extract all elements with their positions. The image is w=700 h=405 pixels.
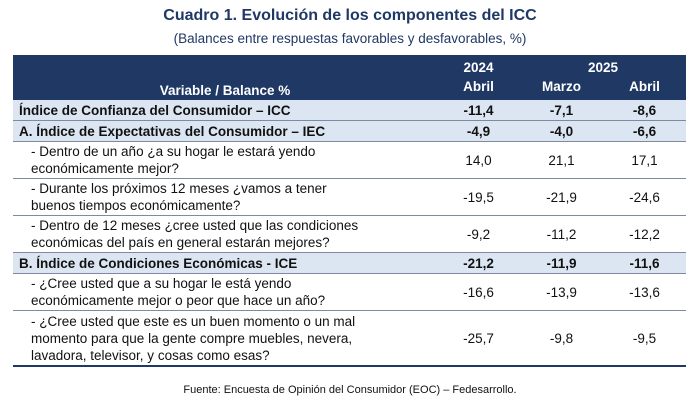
cell-value: -21,9 [520, 178, 603, 216]
cell-value: -9,5 [603, 310, 687, 367]
table-title: Cuadro 1. Evolución de los componentes d… [163, 7, 537, 24]
header-col-marzo-2025: Marzo [520, 75, 603, 99]
table-row: - ¿Cree usted que este es un buen moment… [13, 310, 687, 367]
cell-value: -19,5 [437, 178, 520, 216]
cell-value: -11,2 [520, 215, 603, 253]
table-row: - Dentro de un año ¿a su hogar le estará… [13, 141, 687, 179]
table-row-icc: Índice de Confianza del Consumidor – ICC… [13, 98, 687, 121]
cell-value: -9,2 [437, 215, 520, 253]
table-row-iec: A. Índice de Expectativas del Consumidor… [13, 120, 687, 142]
header-variable: Variable / Balance % [13, 55, 437, 99]
cell-value: -16,6 [437, 273, 520, 311]
row-label: - Dentro de un año ¿a su hogar le estará… [13, 141, 437, 179]
cell-value: -13,6 [603, 273, 687, 311]
header-col-abril-2024: Abril [437, 75, 520, 99]
row-label: B. Índice de Condiciones Económicas - IC… [13, 252, 437, 274]
cell-value: -7,1 [520, 98, 603, 121]
table-subtitle: (Balances entre respuestas favorables y … [173, 31, 527, 46]
icc-components-table: Variable / Balance % 2024 2025 Abril Mar… [13, 55, 687, 367]
header-year-2025: 2025 [520, 55, 687, 75]
cell-value: -11,4 [437, 98, 520, 121]
row-label: - ¿Cree usted que a su hogar le está yen… [13, 273, 437, 311]
cell-value: -11,9 [520, 252, 603, 274]
cell-value: -11,6 [603, 252, 687, 274]
cell-value: -24,6 [603, 178, 687, 216]
source-note: Fuente: Encuesta de Opinión del Consumid… [183, 384, 517, 396]
cell-value: -8,6 [603, 98, 687, 121]
table-row: - Dentro de 12 meses ¿cree usted que las… [13, 215, 687, 253]
row-label: A. Índice de Expectativas del Consumidor… [13, 120, 437, 142]
cell-value: -4,0 [520, 120, 603, 142]
cell-value: 17,1 [603, 141, 687, 179]
table-row: - Durante los próximos 12 meses ¿vamos a… [13, 178, 687, 216]
cell-value: -6,6 [603, 120, 687, 142]
row-label: - Dentro de 12 meses ¿cree usted que las… [13, 215, 437, 253]
row-label: - Durante los próximos 12 meses ¿vamos a… [13, 178, 437, 216]
cell-value: -9,8 [520, 310, 603, 367]
cell-value: -4,9 [437, 120, 520, 142]
cell-value: 21,1 [520, 141, 603, 179]
row-label: - ¿Cree usted que este es un buen moment… [13, 310, 437, 367]
cell-value: 14,0 [437, 141, 520, 179]
table-row: - ¿Cree usted que a su hogar le está yen… [13, 273, 687, 311]
row-label: Índice de Confianza del Consumidor – ICC [13, 98, 437, 121]
header-col-abril-2025: Abril [603, 75, 687, 99]
cell-value: -13,9 [520, 273, 603, 311]
cell-value: -21,2 [437, 252, 520, 274]
header-year-2024: 2024 [437, 55, 520, 75]
cell-value: -25,7 [437, 310, 520, 367]
table-row-ice: B. Índice de Condiciones Económicas - IC… [13, 252, 687, 274]
cell-value: -12,2 [603, 215, 687, 253]
